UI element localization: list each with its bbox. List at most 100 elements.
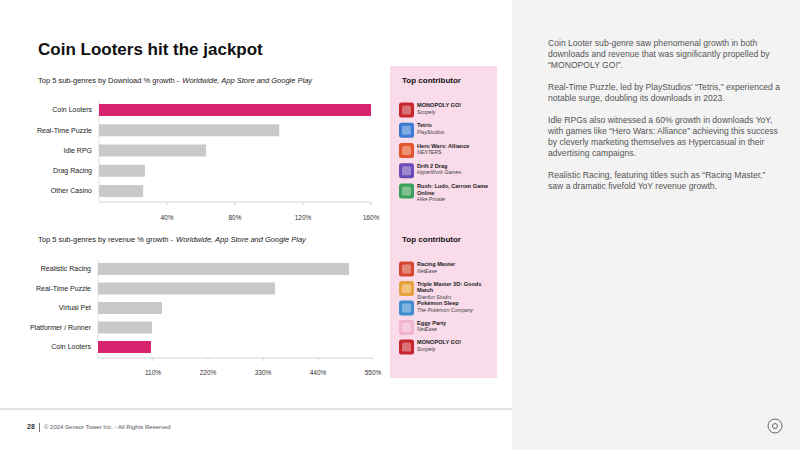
app-name: Tetris xyxy=(417,122,495,129)
logo xyxy=(768,419,782,433)
category-label: Real-Time Puzzle xyxy=(36,285,91,292)
category-label: Idle RPG xyxy=(64,147,92,154)
app-publisher: NEXTERS xyxy=(417,149,495,156)
app-icon xyxy=(399,163,414,178)
bar xyxy=(98,283,275,295)
contributor-header: Top contributor xyxy=(402,235,461,244)
bar xyxy=(98,302,162,314)
contributor-item: Rush: Ludo, Carrom Game OnlineHike Priva… xyxy=(417,183,495,203)
category-label: Other Casino xyxy=(51,187,92,194)
tick-mark xyxy=(318,358,319,361)
contributor-item: Drift 2 DragHyperWork Games xyxy=(417,163,495,176)
app-name: Pokémon Sleep xyxy=(417,300,495,307)
contributor-item: Pokémon SleepThe Pokémon Company xyxy=(417,300,495,313)
tick-label: 440% xyxy=(310,369,327,376)
app-icon xyxy=(399,320,414,335)
app-name: Rush: Ludo, Carrom Game Online xyxy=(417,183,495,196)
tick-mark xyxy=(208,358,209,361)
app-name: MONOPOLY GO! xyxy=(417,339,495,346)
tick-mark xyxy=(263,358,264,361)
app-icon xyxy=(399,340,414,355)
bar xyxy=(98,322,152,334)
chart-title: Top 5 sub-genres by revenue % growth -Wo… xyxy=(38,235,307,244)
app-name: Racing Master xyxy=(417,261,495,268)
commentary-paragraph: Coin Looter sub-genre saw phenomenal gro… xyxy=(548,38,780,71)
app-publisher: The Pokémon Company xyxy=(417,307,495,314)
bar xyxy=(99,104,371,116)
tick-mark xyxy=(153,358,154,361)
chart-subtitle: Worldwide, App Store and Google Play xyxy=(176,235,307,244)
app-publisher: Scopely xyxy=(417,109,495,116)
bar xyxy=(99,124,279,136)
page-title: Coin Looters hit the jackpot xyxy=(38,40,263,60)
app-icon xyxy=(402,304,411,313)
app-name: Eggy Party xyxy=(417,320,495,327)
category-labels: Realistic Racing Real-Time Puzzle Virtual … xyxy=(30,265,92,350)
category-label: Coin Looters xyxy=(52,106,92,113)
bars xyxy=(99,104,371,197)
tick-label: 80% xyxy=(228,214,241,221)
app-icon xyxy=(399,123,414,138)
app-name: MONOPOLY GO! xyxy=(417,102,495,109)
copyright: © 2024 Sensor Tower Inc. - All Rights Re… xyxy=(44,424,171,430)
bar xyxy=(99,145,206,157)
bar xyxy=(99,165,145,177)
contributor-item: MONOPOLY GO!Scopely xyxy=(417,339,495,352)
commentary: Coin Looter sub-genre saw phenomenal gro… xyxy=(548,38,780,203)
tick-label: 330% xyxy=(255,369,272,376)
tick-label: 550% xyxy=(365,369,382,376)
app-icon xyxy=(402,146,411,155)
app-publisher: PlayStudios xyxy=(417,129,495,136)
footer-rule xyxy=(0,409,512,410)
category-label: Real-Time Puzzle xyxy=(37,127,92,134)
chart-title-main: Top 5 sub-genres by Download % growth - xyxy=(38,76,180,85)
chart-canvas: Top 5 sub-genres by Download % growth -W… xyxy=(0,0,800,450)
app-publisher: NetEase xyxy=(417,268,495,275)
category-label: Realistic Racing xyxy=(41,265,91,273)
tick-mark xyxy=(167,202,168,205)
tick-label: 120% xyxy=(295,214,312,221)
category-labels: Coin Looters Real-Time Puzzle Idle RPG Drag… xyxy=(37,106,92,194)
tick-label: 220% xyxy=(200,369,217,376)
tick-mark xyxy=(235,202,236,205)
footer-separator xyxy=(39,423,40,432)
contributor-header: Top contributor xyxy=(402,76,461,85)
app-icon xyxy=(399,184,414,199)
commentary-paragraph: Realistic Racing, featuring titles such … xyxy=(548,170,780,192)
contributor-item: TetrisPlayStudios xyxy=(417,122,495,135)
app-publisher: Hike Private xyxy=(417,196,495,203)
app-icon xyxy=(399,301,414,316)
category-label: Virtual Pet xyxy=(59,304,91,311)
tick-mark xyxy=(373,358,374,361)
app-publisher: Stanfun Studio xyxy=(417,294,495,301)
tick-mark xyxy=(371,202,372,205)
app-publisher: NetEase xyxy=(417,326,495,333)
contributor-item: Racing MasterNetEase xyxy=(417,261,495,274)
page-number: 28 xyxy=(27,423,35,430)
bar xyxy=(99,185,143,197)
app-name: Drift 2 Drag xyxy=(417,163,495,170)
contributor-item: MONOPOLY GO!Scopely xyxy=(417,102,495,115)
bars xyxy=(98,263,349,353)
x-axis-line xyxy=(99,202,371,203)
tick-label: 110% xyxy=(145,369,161,376)
app-icon xyxy=(402,265,411,274)
contributor-item: Triple Master 3D: Goods MatchStanfun Stu… xyxy=(417,281,495,301)
chart-title: Top 5 sub-genres by Download % growth -W… xyxy=(38,76,313,85)
category-label: Drag Racing xyxy=(53,167,92,175)
app-icon xyxy=(399,281,414,296)
app-icon xyxy=(399,103,414,118)
app-icon xyxy=(402,284,411,293)
app-icon xyxy=(399,143,414,158)
contributor-item: Eggy PartyNetEase xyxy=(417,320,495,333)
x-axis: 110% 220% 330% 440% 550% xyxy=(98,259,382,376)
category-label: Platformer / Runner xyxy=(30,324,92,331)
bar xyxy=(98,263,349,275)
app-icon xyxy=(402,343,411,352)
app-name: Hero Wars: Alliance xyxy=(417,143,495,150)
bar xyxy=(98,341,151,353)
app-publisher: HyperWork Games xyxy=(417,169,495,176)
commentary-paragraph: Real-Time Puzzle, led by PlayStudios’ “T… xyxy=(548,82,780,104)
chart-subtitle: Worldwide, App Store and Google Play xyxy=(182,76,313,85)
chart-title-main: Top 5 sub-genres by revenue % growth - xyxy=(38,235,174,244)
